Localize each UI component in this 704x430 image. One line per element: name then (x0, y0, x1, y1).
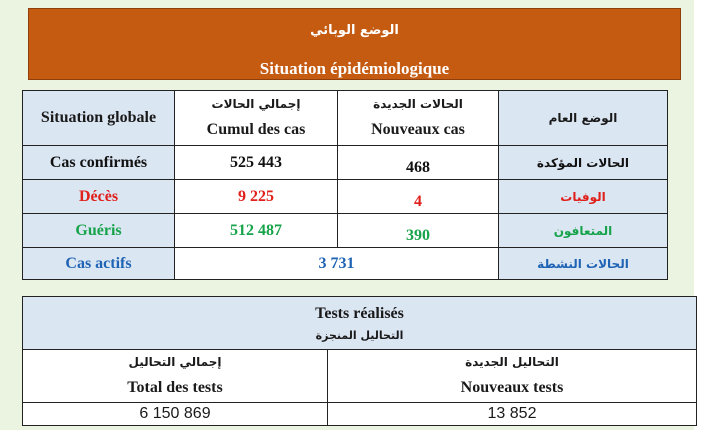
header-new: الحالات الجديدة Nouveaux cas (337, 90, 499, 146)
label-deaths-french: Décès (22, 179, 175, 214)
value-deaths-cumul: 9 225 (174, 179, 338, 214)
value-deaths-new: 4 (337, 179, 499, 214)
label-recovered-arabic: المتعافون (498, 213, 668, 248)
situation-header-row: Situation globale إجمالي الحالات Cumul d… (22, 90, 668, 146)
label-confirmed-french: Cas confirmés (22, 145, 175, 180)
tests-title-french: Tests réalisés (315, 305, 404, 322)
title-banner: الوضع الوبائي Situation épidémiologique (28, 8, 681, 80)
value-recovered-new: 390 (337, 213, 499, 248)
header-new-tests: التحاليل الجديدة Nouveaux tests (326, 349, 698, 403)
row-deaths: Décès 9 225 4 الوفيات (22, 179, 668, 214)
header-total-tests-arabic: إجمالي التحاليل (128, 355, 222, 369)
banner-title-french: Situation épidémiologique (259, 59, 450, 78)
label-recovered-french: Guéris (22, 213, 175, 248)
label-active-french: Cas actifs (22, 247, 175, 280)
page-edge (694, 0, 704, 430)
row-active: Cas actifs 3 731 الحالات النشطة (22, 247, 668, 280)
value-recovered-cumul: 512 487 (174, 213, 338, 248)
value-new-tests: 13 852 (326, 402, 698, 426)
header-new-tests-french: Nouveaux tests (460, 379, 564, 396)
header-general-arabic: الوضع العام (498, 90, 668, 146)
value-total-tests: 6 150 869 (22, 402, 328, 426)
header-new-arabic: الحالات الجديدة (373, 97, 463, 111)
value-active: 3 731 (174, 247, 499, 280)
banner-title-arabic: الوضع الوبائي (310, 23, 399, 38)
header-cumul-french: Cumul des cas (206, 121, 306, 138)
value-confirmed-new: 468 (337, 145, 499, 180)
label-confirmed-arabic: الحالات المؤكدة (498, 145, 668, 180)
situation-table: Situation globale إجمالي الحالات Cumul d… (22, 90, 668, 280)
header-situation-globale: Situation globale (22, 90, 175, 146)
tests-values-row: 6 150 869 13 852 (22, 402, 698, 426)
label-deaths-arabic: الوفيات (498, 179, 668, 214)
tests-title-row: Tests réalisés التحاليل المنجزة (21, 296, 698, 350)
header-cumul: إجمالي الحالات Cumul des cas (174, 90, 338, 146)
value-confirmed-cumul: 525 443 (174, 145, 338, 180)
header-new-tests-arabic: التحاليل الجديدة (465, 355, 559, 369)
row-recovered: Guéris 512 487 390 المتعافون (22, 213, 668, 248)
tests-table: Tests réalisés التحاليل المنجزة إجمالي ا… (21, 296, 698, 426)
header-total-tests-french: Total des tests (127, 379, 223, 396)
tests-subheader-row: إجمالي التحاليل Total des tests التحاليل… (22, 349, 698, 403)
header-cumul-arabic: إجمالي الحالات (211, 97, 301, 111)
header-new-french: Nouveaux cas (371, 121, 465, 138)
row-confirmed: Cas confirmés 525 443 468 الحالات المؤكد… (22, 145, 668, 180)
header-total-tests: إجمالي التحاليل Total des tests (22, 349, 328, 403)
label-active-arabic: الحالات النشطة (498, 247, 668, 280)
tests-title: Tests réalisés التحاليل المنجزة (21, 296, 698, 350)
tests-title-arabic: التحاليل المنجزة (315, 329, 404, 342)
